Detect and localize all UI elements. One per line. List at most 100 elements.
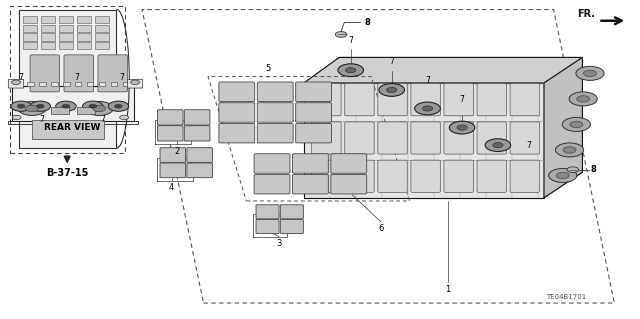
Circle shape <box>379 84 404 96</box>
Circle shape <box>457 125 467 130</box>
Bar <box>75 82 81 86</box>
Polygon shape <box>544 57 582 198</box>
Circle shape <box>346 68 356 73</box>
Bar <box>95 25 109 32</box>
Text: 7: 7 <box>39 115 44 124</box>
Circle shape <box>12 115 21 120</box>
Circle shape <box>18 101 46 115</box>
Circle shape <box>120 115 129 120</box>
Text: 3: 3 <box>276 239 282 248</box>
Text: 4: 4 <box>169 183 174 192</box>
FancyBboxPatch shape <box>160 163 186 178</box>
Text: 5: 5 <box>265 64 270 73</box>
Bar <box>95 16 109 23</box>
Bar <box>87 82 93 86</box>
FancyBboxPatch shape <box>184 110 210 125</box>
Circle shape <box>485 139 511 152</box>
Polygon shape <box>19 10 116 148</box>
Bar <box>28 82 34 86</box>
Circle shape <box>577 96 589 102</box>
FancyBboxPatch shape <box>280 219 303 234</box>
FancyBboxPatch shape <box>160 148 186 162</box>
FancyBboxPatch shape <box>510 160 540 192</box>
Circle shape <box>11 101 31 111</box>
FancyBboxPatch shape <box>219 103 255 122</box>
FancyBboxPatch shape <box>256 219 279 234</box>
Circle shape <box>89 104 97 108</box>
FancyBboxPatch shape <box>296 103 332 122</box>
Circle shape <box>570 121 583 128</box>
FancyBboxPatch shape <box>98 55 127 92</box>
FancyBboxPatch shape <box>219 123 255 143</box>
Text: REAR VIEW: REAR VIEW <box>44 123 100 132</box>
FancyBboxPatch shape <box>331 154 367 173</box>
Text: 7: 7 <box>425 77 430 85</box>
Circle shape <box>17 104 25 108</box>
FancyBboxPatch shape <box>257 103 293 122</box>
Bar <box>15 82 22 86</box>
FancyBboxPatch shape <box>312 160 341 192</box>
Text: 7: 7 <box>119 73 124 82</box>
Text: 7: 7 <box>100 115 105 124</box>
Circle shape <box>563 117 591 131</box>
Polygon shape <box>304 83 544 198</box>
FancyBboxPatch shape <box>254 154 290 173</box>
FancyBboxPatch shape <box>157 110 183 125</box>
Text: 8: 8 <box>365 18 371 27</box>
FancyBboxPatch shape <box>345 122 374 154</box>
Circle shape <box>30 101 51 111</box>
FancyBboxPatch shape <box>157 126 183 141</box>
FancyBboxPatch shape <box>187 148 212 162</box>
Bar <box>123 82 129 86</box>
Circle shape <box>387 87 397 93</box>
Circle shape <box>493 143 503 148</box>
Bar <box>41 33 55 41</box>
FancyBboxPatch shape <box>256 205 279 219</box>
Text: 7: 7 <box>74 73 79 82</box>
Bar <box>77 16 91 23</box>
Bar <box>77 42 91 49</box>
Circle shape <box>131 80 140 85</box>
FancyBboxPatch shape <box>127 79 143 88</box>
FancyBboxPatch shape <box>280 205 303 219</box>
Text: TE04B1701: TE04B1701 <box>547 294 586 300</box>
FancyBboxPatch shape <box>296 123 332 143</box>
Circle shape <box>584 70 596 77</box>
Circle shape <box>93 105 106 112</box>
FancyBboxPatch shape <box>312 84 341 116</box>
Text: 2: 2 <box>174 147 179 156</box>
Circle shape <box>556 172 569 179</box>
Circle shape <box>36 104 44 108</box>
Bar <box>41 25 55 32</box>
Bar <box>41 16 55 23</box>
FancyBboxPatch shape <box>411 84 440 116</box>
Text: 7: 7 <box>348 36 353 45</box>
FancyBboxPatch shape <box>477 122 506 154</box>
Bar <box>77 107 95 114</box>
Bar <box>41 42 55 49</box>
FancyBboxPatch shape <box>292 174 328 194</box>
Text: 6: 6 <box>378 224 383 233</box>
Text: 8: 8 <box>590 165 596 174</box>
Bar <box>23 16 37 23</box>
Text: 7: 7 <box>460 95 465 104</box>
Circle shape <box>108 101 129 111</box>
Bar <box>95 33 109 41</box>
FancyBboxPatch shape <box>444 160 474 192</box>
FancyBboxPatch shape <box>184 126 210 141</box>
Circle shape <box>548 168 577 182</box>
FancyBboxPatch shape <box>444 84 474 116</box>
Bar <box>23 33 37 41</box>
FancyBboxPatch shape <box>444 122 474 154</box>
FancyBboxPatch shape <box>254 174 290 194</box>
Bar <box>59 16 73 23</box>
Text: 7: 7 <box>526 141 531 150</box>
Bar <box>32 120 104 139</box>
FancyBboxPatch shape <box>345 84 374 116</box>
FancyBboxPatch shape <box>378 160 407 192</box>
Text: 7: 7 <box>389 57 394 66</box>
Circle shape <box>115 104 122 108</box>
Circle shape <box>85 101 113 115</box>
FancyBboxPatch shape <box>292 154 328 173</box>
Text: FR.: FR. <box>577 9 595 19</box>
